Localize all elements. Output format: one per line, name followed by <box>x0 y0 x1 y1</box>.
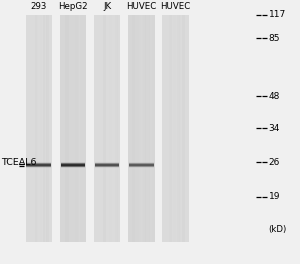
Bar <box>169 15 172 242</box>
Bar <box>40 15 42 242</box>
Text: 48: 48 <box>268 92 280 101</box>
Bar <box>77 15 80 242</box>
Text: 117: 117 <box>268 10 286 19</box>
Bar <box>34 15 37 242</box>
Bar <box>132 15 135 242</box>
Bar <box>128 15 154 242</box>
Bar <box>145 15 146 242</box>
Bar <box>139 15 142 242</box>
Bar <box>74 15 78 242</box>
Bar <box>29 15 31 242</box>
Text: HepG2: HepG2 <box>58 2 88 11</box>
Bar <box>140 15 144 242</box>
Text: (kD): (kD) <box>268 225 287 234</box>
Text: HUVEC: HUVEC <box>126 2 156 11</box>
Text: 85: 85 <box>268 34 280 43</box>
Bar <box>65 15 69 242</box>
Text: HUVEC: HUVEC <box>160 2 190 11</box>
Bar <box>149 15 152 242</box>
Bar <box>177 15 180 242</box>
Bar <box>178 15 182 242</box>
Bar <box>148 15 150 242</box>
Text: JK: JK <box>103 2 111 11</box>
Bar <box>182 15 185 242</box>
Bar <box>76 15 78 242</box>
Bar <box>115 15 116 242</box>
Text: 34: 34 <box>268 124 280 133</box>
Bar <box>173 15 176 242</box>
Bar <box>45 15 47 242</box>
Bar <box>74 15 75 242</box>
Bar <box>37 15 38 242</box>
Bar <box>46 15 50 242</box>
Bar <box>146 15 148 242</box>
Text: 19: 19 <box>268 192 280 201</box>
Text: 26: 26 <box>268 158 280 167</box>
Text: TCEAL6: TCEAL6 <box>1 158 36 167</box>
Bar <box>34 15 37 242</box>
Bar <box>115 15 118 242</box>
Bar <box>94 15 120 242</box>
Text: 293: 293 <box>31 2 47 11</box>
Bar <box>60 15 86 242</box>
Bar <box>43 15 45 242</box>
Bar <box>79 15 82 242</box>
Bar <box>103 15 106 242</box>
Bar <box>109 15 112 242</box>
Bar <box>101 15 103 242</box>
Bar <box>170 15 172 242</box>
Bar <box>79 15 80 242</box>
Bar <box>26 15 52 242</box>
Bar <box>172 15 174 242</box>
Bar <box>106 15 108 242</box>
Bar <box>162 15 189 242</box>
Bar <box>141 15 143 242</box>
Bar <box>71 15 73 242</box>
Bar <box>117 15 120 242</box>
Bar <box>114 15 117 242</box>
Bar <box>178 15 181 242</box>
